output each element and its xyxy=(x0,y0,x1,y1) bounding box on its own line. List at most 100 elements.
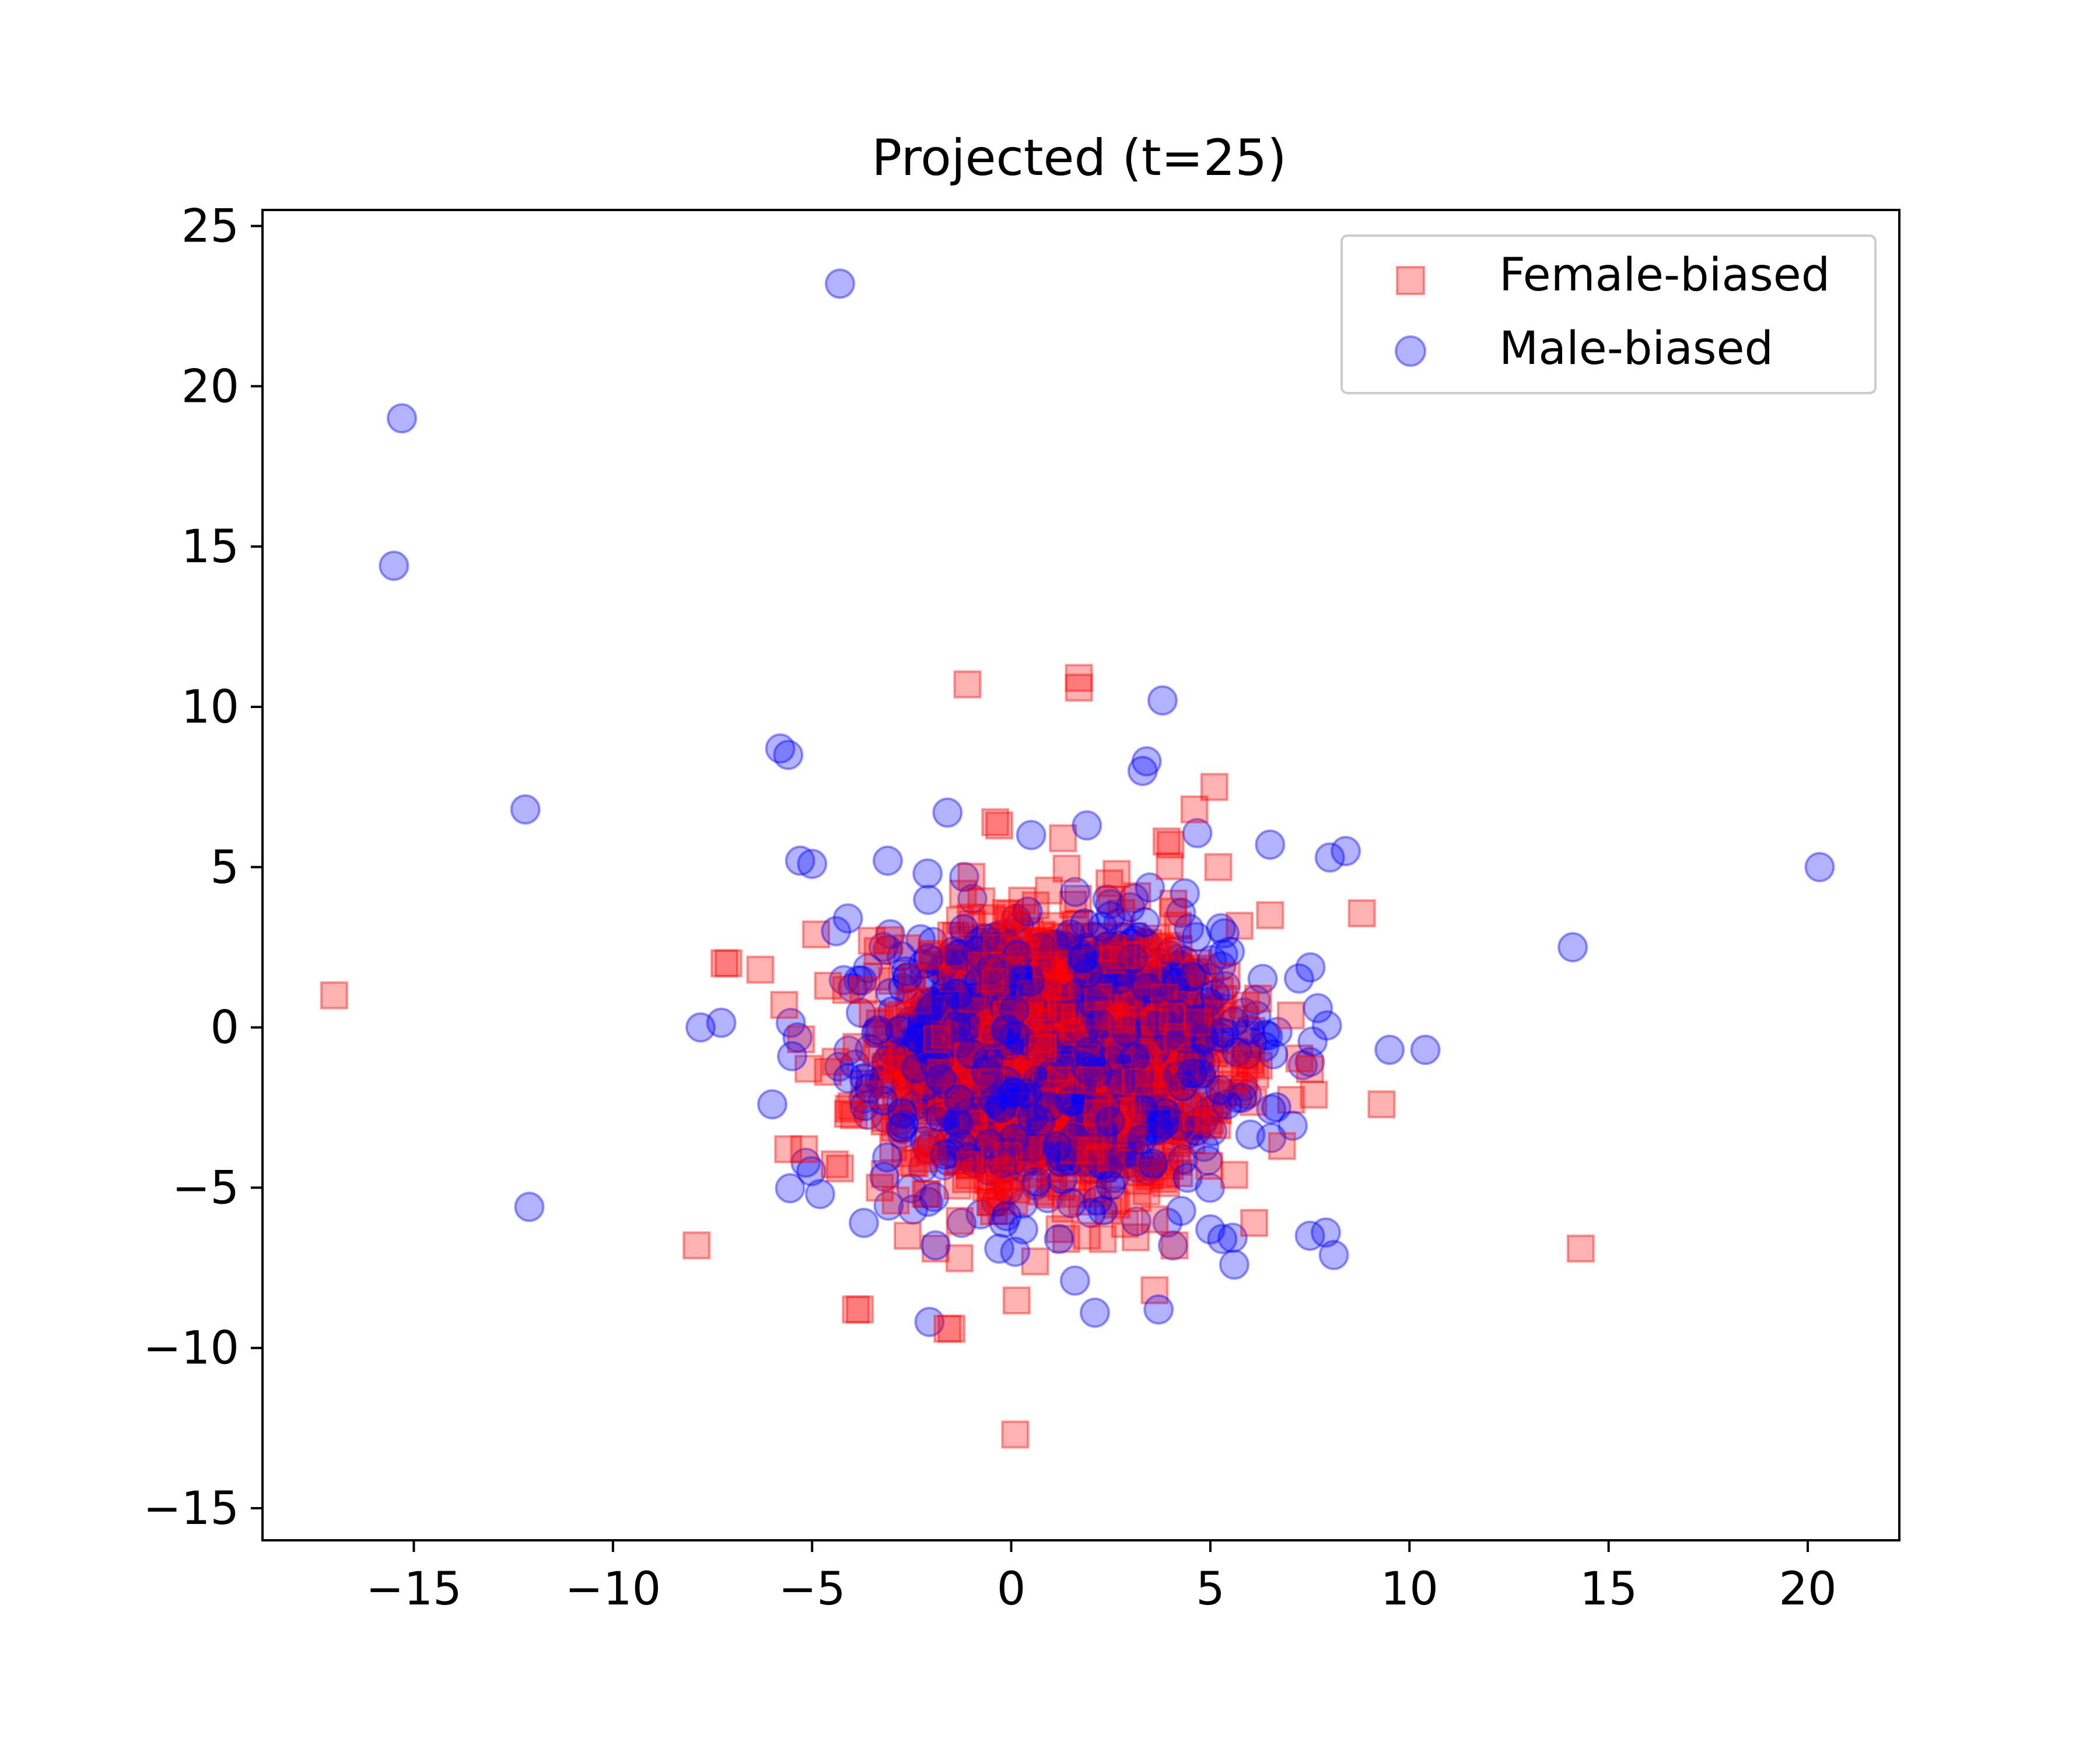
male-biased-point xyxy=(1209,918,1240,949)
male-biased-point xyxy=(1021,1084,1052,1115)
male-biased-point xyxy=(950,1022,981,1053)
female-biased-point xyxy=(1026,1036,1055,1065)
female-biased-point xyxy=(1052,854,1081,883)
female-biased-point xyxy=(1122,1067,1150,1096)
female-biased-point xyxy=(1023,1088,1051,1117)
x-tick-label: 15 xyxy=(1580,1563,1637,1616)
female-biased-point xyxy=(1095,985,1124,1014)
female-biased-point xyxy=(1087,1126,1115,1155)
male-biased-point xyxy=(1115,1130,1146,1161)
female-biased-point xyxy=(1244,984,1272,1013)
male-biased-point xyxy=(1007,980,1038,1011)
male-biased-point xyxy=(1044,1224,1074,1255)
male-biased-point xyxy=(1020,1068,1051,1099)
female-biased-point xyxy=(995,1063,1023,1092)
male-biased-point xyxy=(1187,1064,1218,1095)
male-biased-point xyxy=(1095,1065,1126,1096)
female-biased-point xyxy=(1149,1058,1178,1087)
female-biased-point xyxy=(1180,1030,1209,1059)
male-biased-point xyxy=(1052,1003,1083,1033)
male-biased-point xyxy=(1087,1035,1118,1066)
male-biased-point xyxy=(1053,1028,1084,1059)
male-biased-point xyxy=(1142,1041,1173,1072)
male-biased-point xyxy=(937,981,968,1012)
female-biased-point xyxy=(1142,1050,1171,1079)
female-biased-point xyxy=(1163,1129,1191,1158)
male-biased-point xyxy=(998,1056,1029,1087)
male-biased-point xyxy=(974,1103,1005,1134)
female-biased-point xyxy=(989,969,1017,998)
male-biased-point xyxy=(898,1057,929,1088)
male-biased-point xyxy=(871,1103,902,1134)
male-biased-point xyxy=(1096,1170,1126,1201)
male-biased-point xyxy=(1097,1068,1128,1099)
male-biased-point xyxy=(872,845,903,876)
female-biased-point xyxy=(1156,1151,1184,1180)
female-biased-point xyxy=(1018,998,1046,1027)
female-biased-point xyxy=(1018,973,1046,1001)
female-biased-point xyxy=(978,904,1006,933)
x-tick-label: 0 xyxy=(997,1563,1026,1616)
female-biased-point xyxy=(1098,1160,1126,1189)
male-biased-point xyxy=(832,1063,863,1094)
male-biased-point xyxy=(1026,1063,1056,1094)
male-biased-point xyxy=(1046,1003,1077,1034)
female-biased-point xyxy=(1277,1085,1306,1114)
male-biased-point xyxy=(1115,1108,1146,1139)
male-biased-point xyxy=(984,1040,1015,1071)
male-biased-point xyxy=(952,1068,983,1099)
male-biased-point xyxy=(1079,1297,1110,1328)
female-biased-point xyxy=(1044,968,1072,997)
female-biased-point xyxy=(1055,1092,1083,1121)
female-biased-point xyxy=(1040,1026,1068,1055)
female-biased-point xyxy=(1086,955,1115,983)
x-tick-label: 20 xyxy=(1779,1563,1836,1616)
female-biased-point xyxy=(839,1101,868,1130)
female-biased-point xyxy=(1002,1286,1031,1315)
female-biased-point xyxy=(1020,1127,1049,1156)
male-biased-point xyxy=(1118,883,1149,914)
male-biased-point xyxy=(908,1000,939,1031)
female-biased-point xyxy=(1065,922,1093,951)
female-biased-point xyxy=(976,984,1005,1012)
male-biased-point xyxy=(1016,1013,1047,1044)
female-biased-point xyxy=(1064,977,1093,1006)
female-biased-point xyxy=(982,951,1010,979)
female-biased-point xyxy=(988,1065,1017,1094)
female-biased-point xyxy=(1135,1081,1164,1109)
female-biased-point xyxy=(922,1024,950,1052)
female-biased-point xyxy=(1160,1231,1189,1260)
female-biased-point xyxy=(1086,1096,1114,1124)
male-biased-point xyxy=(1153,1066,1184,1096)
male-biased-point xyxy=(935,1002,966,1033)
female-biased-point xyxy=(1060,1138,1088,1166)
male-biased-point xyxy=(1139,968,1170,999)
female-biased-point xyxy=(1110,980,1138,1008)
female-biased-point xyxy=(891,1080,919,1108)
female-biased-point xyxy=(989,967,1017,996)
male-biased-point xyxy=(1130,1023,1161,1054)
female-biased-point xyxy=(988,1058,1017,1087)
male-biased-point xyxy=(1041,1131,1072,1162)
female-biased-point xyxy=(887,1027,915,1056)
female-biased-point xyxy=(1105,1151,1134,1179)
male-biased-point xyxy=(1143,985,1174,1016)
female-biased-point xyxy=(928,1017,956,1045)
female-biased-point xyxy=(929,1098,957,1126)
female-biased-point xyxy=(1115,1033,1143,1062)
female-biased-point xyxy=(1012,903,1040,932)
male-biased-point xyxy=(981,1042,1012,1073)
female-biased-point xyxy=(1020,1071,1049,1099)
female-biased-point xyxy=(937,1129,966,1157)
female-biased-point xyxy=(1045,1007,1073,1035)
male-biased-point xyxy=(1116,1009,1147,1040)
male-biased-point xyxy=(1154,940,1185,970)
female-biased-point xyxy=(1031,1060,1059,1089)
female-biased-point xyxy=(1007,951,1035,979)
female-biased-point xyxy=(1065,1046,1094,1074)
male-biased-point xyxy=(940,1056,971,1087)
male-biased-point xyxy=(869,1161,900,1192)
female-biased-point xyxy=(967,999,996,1028)
female-biased-point xyxy=(916,1042,944,1070)
male-biased-point xyxy=(933,989,964,1020)
